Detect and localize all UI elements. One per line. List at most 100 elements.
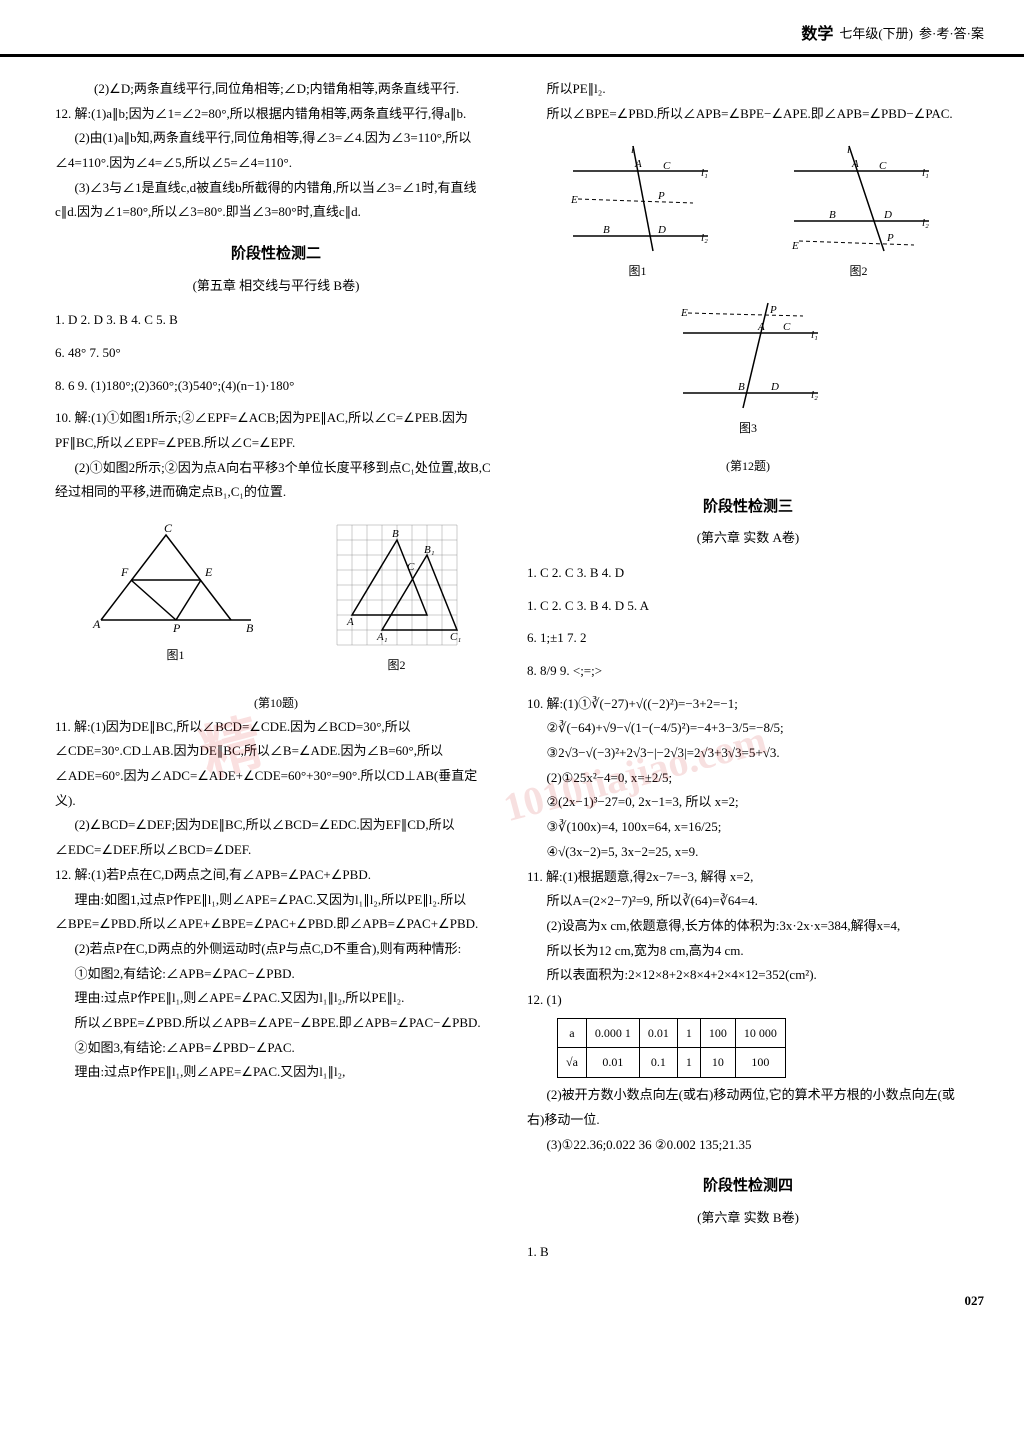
svg-text:B: B [246, 621, 254, 635]
svg-text:B: B [603, 224, 610, 236]
svg-text:l₁: l₁ [811, 329, 818, 341]
left-column: (2)∠D;两条直线平行,同位角相等;∠D;内错角相等,两条直线平行. 12. … [40, 77, 512, 1273]
svg-text:E: E [680, 307, 688, 319]
answer-text: 所以PE∥l₂. [527, 77, 969, 102]
svg-text:C: C [783, 321, 791, 333]
answer-text: 11. 解:(1)根据题意,得2x−7=−3, 解得 x=2, [527, 865, 969, 890]
table-cell: 0.000 1 [586, 1018, 639, 1048]
page-number: 027 [0, 1293, 1024, 1329]
section-title: 阶段性检测四 [527, 1172, 969, 1201]
triangle-diagram-icon: C F E A P B [91, 520, 261, 640]
answer-row: 8. 8/9 9. <;=;> [527, 659, 969, 684]
fig-question-ref: (第12题) [527, 455, 969, 478]
answer-text: (2)①25x²−4=0, x=±2/5; [527, 766, 969, 791]
diagram-row: l A C l₁ P E B D l₂ 图1 l A C l₁ [527, 141, 969, 283]
ref-label: 参·考·答·案 [919, 23, 984, 42]
table-cell: 10 [700, 1048, 735, 1078]
svg-text:l₂: l₂ [811, 389, 818, 401]
grid-diagram-icon: B A C B₁ A₁ C₁ [332, 520, 462, 650]
data-table: a 0.000 1 0.01 1 100 10 000 √a 0.01 0.1 … [557, 1018, 786, 1079]
answer-text: (3)①22.36;0.022 36 ②0.002 135;21.35 [527, 1133, 969, 1158]
svg-text:l₁: l₁ [922, 167, 929, 179]
answer-text: (2)①如图2所示;②因为点A向右平移3个单位长度平移到点C₁处位置,故B,C经… [55, 456, 497, 505]
fig-caption: 图1 [563, 260, 713, 283]
answer-text: ②如图3,有结论:∠APB=∠PBD−∠PAC. [55, 1036, 497, 1061]
svg-text:B: B [392, 528, 399, 540]
diagram-1: C F E A P B 图1 [91, 520, 261, 677]
svg-text:C: C [879, 160, 887, 172]
answer-text: ③2√3−√(−3)²+2√3−|−2√3|=2√3+3√3=5+√3. [527, 741, 969, 766]
fig-caption: 图2 [332, 654, 462, 677]
answer-text: (2)若点P在C,D两点的外侧运动时(点P与点C,D不重合),则有两种情形: [55, 937, 497, 962]
section-title: 阶段性检测二 [55, 240, 497, 269]
right-column: 所以PE∥l₂. 所以∠BPE=∠PBD.所以∠APB=∠BPE−∠APE.即∠… [512, 77, 984, 1273]
fig-caption: 图3 [673, 417, 823, 440]
answer-text: (2)被开方数小数点向左(或右)移动两位,它的算术平方根的小数点向左(或右)移动… [527, 1083, 969, 1132]
answer-text: (2)由(1)a∥b知,两条直线平行,同位角相等,得∠3=∠4.因为∠3=110… [55, 126, 497, 175]
svg-text:C: C [663, 160, 671, 172]
answer-text: (2)设高为x cm,依题意得,长方体的体积为:3x·2x·x=384,解得x=… [527, 914, 969, 939]
svg-text:C₁: C₁ [450, 631, 461, 643]
svg-text:E: E [791, 240, 799, 252]
svg-text:l₂: l₂ [701, 232, 708, 244]
parallel-lines-diagram-icon: l A C l₁ B D l₂ P E [784, 141, 934, 256]
svg-text:D: D [883, 209, 892, 221]
page-header: 数学 七年级(下册) 参·考·答·案 [0, 0, 1024, 57]
diagram-row: C F E A P B 图1 B A C B₁ A₁ [55, 520, 497, 677]
svg-text:F: F [120, 565, 129, 579]
parallel-lines-diagram-icon: E P A C l₁ B D l₂ [673, 298, 823, 413]
svg-text:l: l [847, 144, 850, 156]
svg-text:D: D [770, 381, 779, 393]
table-cell: 0.1 [639, 1048, 677, 1078]
table-cell: a [558, 1018, 587, 1048]
answer-text: ①如图2,有结论:∠APB=∠PAC−∠PBD. [55, 962, 497, 987]
section-subtitle: (第六章 实数 B卷) [527, 1206, 969, 1231]
diagram-fig3: E P A C l₁ B D l₂ 图3 [673, 298, 823, 440]
fig-caption: 图2 [784, 260, 934, 283]
svg-text:B₁: B₁ [424, 544, 435, 556]
table-row: a 0.000 1 0.01 1 100 10 000 [558, 1018, 786, 1048]
answer-row: 1. D 2. D 3. B 4. C 5. B [55, 308, 497, 333]
table-cell: 0.01 [639, 1018, 677, 1048]
grade-label: 七年级(下册) [839, 23, 913, 42]
fig-caption: 图1 [91, 644, 261, 667]
section-subtitle: (第六章 实数 A卷) [527, 526, 969, 551]
diagram-fig2: l A C l₁ B D l₂ P E 图2 [784, 141, 934, 283]
answer-text: 理由:过点P作PE∥l₁,则∠APE=∠PAC.又因为l₁∥l₂,所以PE∥l₂… [55, 986, 497, 1011]
svg-text:A: A [634, 158, 642, 170]
answer-text: 所以长为12 cm,宽为8 cm,高为4 cm. [527, 939, 969, 964]
answer-row: 8. 6 9. (1)180°;(2)360°;(3)540°;(4)(n−1)… [55, 374, 497, 399]
answer-text: (2)∠D;两条直线平行,同位角相等;∠D;内错角相等,两条直线平行. [55, 77, 497, 102]
svg-text:l₁: l₁ [701, 167, 708, 179]
answer-text: 10. 解:(1)①如图1所示;②∠EPF=∠ACB;因为PE∥AC,所以∠C=… [55, 406, 497, 455]
answer-row: 1. C 2. C 3. B 4. D 5. A [527, 594, 969, 619]
answer-text: 10. 解:(1)①∛(−27)+√((−2)²)=−3+2=−1; [527, 692, 969, 717]
answer-row: 6. 1;±1 7. 2 [527, 626, 969, 651]
page-content: (2)∠D;两条直线平行,同位角相等;∠D;内错角相等,两条直线平行. 12. … [0, 57, 1024, 1293]
answer-row: 1. C 2. C 3. B 4. D [527, 561, 969, 586]
answer-text: 12. (1) [527, 988, 969, 1013]
svg-text:l: l [631, 144, 634, 156]
svg-text:P: P [657, 190, 665, 202]
answer-text: 所以A=(2×2−7)²=9, 所以∛(64)=∛64=4. [527, 889, 969, 914]
answer-text: ③∛(100x)=4, 100x=64, x=16/25; [527, 815, 969, 840]
diagram-fig1: l A C l₁ P E B D l₂ 图1 [563, 141, 713, 283]
svg-text:P: P [769, 304, 777, 316]
section-subtitle: (第五章 相交线与平行线 B卷) [55, 274, 497, 299]
diagram-row: E P A C l₁ B D l₂ 图3 [527, 298, 969, 440]
diagram-2: B A C B₁ A₁ C₁ 图2 [332, 520, 462, 677]
svg-text:A: A [92, 617, 101, 631]
svg-text:l₂: l₂ [922, 217, 929, 229]
table-cell: 100 [700, 1018, 735, 1048]
table-cell: 1 [677, 1048, 700, 1078]
svg-text:A: A [346, 616, 354, 628]
parallel-lines-diagram-icon: l A C l₁ P E B D l₂ [563, 141, 713, 256]
answer-text: (3)∠3与∠1是直线c,d被直线b所截得的内错角,所以当∠3=∠1时,有直线c… [55, 176, 497, 225]
answer-text: ②∛(−64)+√9−√(1−(−4/5)²)=−4+3−3/5=−8/5; [527, 716, 969, 741]
fig-question-ref: (第10题) [55, 692, 497, 715]
svg-text:P: P [886, 232, 894, 244]
svg-text:C: C [164, 521, 173, 535]
answer-text: 12. 解:(1)a∥b;因为∠1=∠2=80°,所以根据内错角相等,两条直线平… [55, 102, 497, 127]
table-cell: √a [558, 1048, 587, 1078]
table-cell: 10 000 [735, 1018, 785, 1048]
